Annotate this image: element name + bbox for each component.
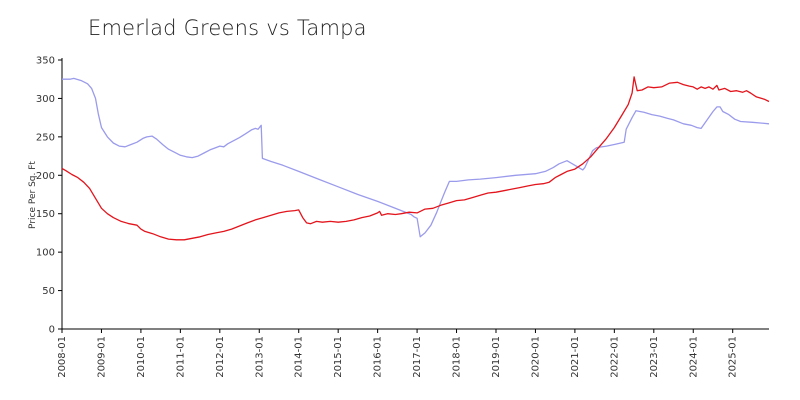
y-axis: 0 50 100 150 200 250 300 350	[36, 56, 63, 336]
x-tick: 2014-01	[294, 329, 305, 378]
y-tick-label: 0	[49, 325, 55, 336]
y-tick-label: 200	[36, 171, 55, 182]
y-tick-label: 350	[36, 56, 55, 67]
y-tick: 0	[49, 325, 62, 336]
x-tick-label: 2017-01	[412, 336, 423, 378]
y-tick-label: 150	[36, 209, 55, 220]
x-tick: 2015-01	[333, 329, 344, 378]
x-tick: 2024-01	[688, 329, 699, 378]
x-tick: 2017-01	[412, 329, 423, 378]
x-tick-label: 2008-01	[57, 336, 68, 378]
x-tick-label: 2024-01	[688, 336, 699, 378]
x-tick: 2023-01	[649, 329, 660, 378]
x-tick-label: 2018-01	[452, 336, 463, 378]
y-tick: 250	[36, 132, 62, 143]
x-tick-label: 2014-01	[294, 336, 305, 378]
x-tick: 2022-01	[609, 329, 620, 378]
x-tick-label: 2009-01	[96, 336, 107, 378]
x-tick-label: 2013-01	[254, 336, 265, 378]
x-tick-label: 2015-01	[333, 336, 344, 378]
series-line-tampa	[61, 76, 770, 241]
x-tick-label: 2010-01	[136, 336, 147, 378]
y-tick: 100	[36, 248, 62, 259]
x-tick: 2010-01	[136, 329, 147, 378]
chart-title: Emerlad Greens vs Tampa	[88, 16, 367, 40]
y-tick-label: 50	[42, 286, 55, 297]
x-axis: 2008-01 2009-01 2010-01 2011-01 2012-01 2013-…	[57, 328, 769, 378]
x-tick-label: 2020-01	[530, 336, 541, 378]
x-tick: 2025-01	[728, 329, 739, 378]
x-tick: 2019-01	[491, 329, 502, 378]
x-tick: 2009-01	[96, 329, 107, 378]
x-tick: 2018-01	[452, 329, 463, 378]
x-tick-label: 2016-01	[373, 336, 384, 378]
y-tick-label: 250	[36, 132, 55, 143]
x-tick: 2012-01	[215, 329, 226, 378]
y-tick-label: 300	[36, 94, 55, 105]
x-tick: 2016-01	[373, 329, 384, 378]
y-tick: 50	[42, 286, 62, 297]
y-tick-label: 100	[36, 248, 55, 259]
y-tick: 350	[36, 56, 62, 67]
x-tick: 2021-01	[570, 329, 581, 378]
y-tick: 300	[36, 94, 62, 105]
x-tick-label: 2021-01	[570, 336, 581, 378]
x-tick-label: 2025-01	[728, 336, 739, 378]
x-tick: 2008-01	[57, 329, 68, 378]
x-tick-label: 2011-01	[175, 336, 186, 378]
x-tick: 2013-01	[254, 329, 265, 378]
series-layer	[61, 76, 770, 241]
y-axis-label: Price Per Sq. Ft	[28, 161, 38, 229]
y-tick: 150	[36, 209, 62, 220]
x-tick-label: 2022-01	[609, 336, 620, 378]
x-tick-label: 2019-01	[491, 336, 502, 378]
series-line-emerlad-greens	[62, 77, 770, 238]
x-tick: 2011-01	[175, 329, 186, 378]
x-tick: 2020-01	[530, 329, 541, 378]
x-tick-label: 2023-01	[649, 336, 660, 378]
y-tick: 200	[36, 171, 62, 182]
x-tick-label: 2012-01	[215, 336, 226, 378]
